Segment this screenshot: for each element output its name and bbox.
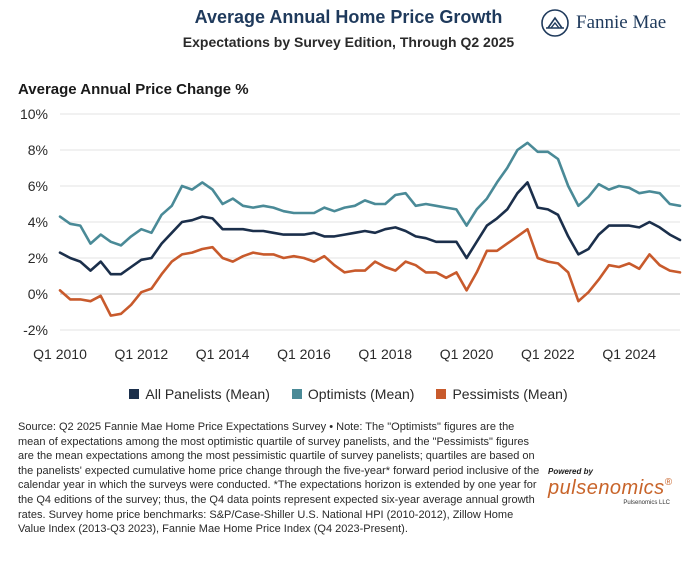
series-line-all-panelists [58, 181, 682, 276]
y-tick-label: 4% [28, 214, 48, 230]
legend-item-pessimists: Pessimists (Mean) [436, 386, 568, 402]
pulsenomics-wordmark-text: pulsenomics [548, 477, 665, 499]
pulsenomics-company: Pulsenomics LLC [623, 500, 670, 506]
legend-label-optimists: Optimists (Mean) [307, 386, 415, 402]
x-tick-label: Q1 2020 [440, 346, 494, 362]
y-tick-label: 2% [28, 250, 48, 266]
y-tick-label: 8% [28, 142, 48, 158]
legend-swatch-all-panelists [129, 389, 140, 399]
chart-legend: All Panelists (Mean) Optimists (Mean) Pe… [0, 386, 697, 402]
powered-by-label: Powered by [548, 467, 593, 476]
x-tick-label: Q1 2010 [33, 346, 87, 362]
legend-item-optimists: Optimists (Mean) [291, 386, 415, 402]
y-tick-label: -2% [23, 322, 48, 338]
legend-swatch-optimists [291, 389, 302, 399]
legend-label-pessimists: Pessimists (Mean) [452, 386, 568, 402]
x-tick-label: Q1 2024 [602, 346, 656, 362]
x-tick-label: Q1 2016 [277, 346, 331, 362]
y-tick-label: 10% [20, 106, 48, 122]
brand-name: Fannie Mae [576, 12, 667, 33]
line-chart: -2% 0% 2% 4% 6% 8% 10% Q1 2010 Q1 2012 Q1 2014 Q1 … [20, 106, 682, 362]
pulsenomics-logo: Powered by pulsenomics® Pulsenomics LLC [548, 467, 678, 506]
series-line-optimists [58, 141, 682, 247]
chart-subtitle: Expectations by Survey Edition, Through … [182, 34, 515, 50]
y-tick-label: 6% [28, 178, 48, 194]
pulsenomics-wordmark: pulsenomics® [548, 477, 678, 500]
legend-swatch-pessimists [436, 389, 447, 399]
x-tick-label: Q1 2012 [114, 346, 168, 362]
chart-title: Average Annual Home Price Growth [194, 7, 503, 27]
registered-mark-icon: ® [664, 477, 673, 488]
x-tick-label: Q1 2018 [358, 346, 412, 362]
fannie-mae-logo: Fannie Mae [540, 8, 690, 38]
x-tick-label: Q1 2014 [196, 346, 250, 362]
series-line-pessimists [58, 227, 682, 317]
x-tick-label: Q1 2022 [521, 346, 575, 362]
legend-item-all-panelists: All Panelists (Mean) [129, 386, 270, 402]
source-footnote: Source: Q2 2025 Fannie Mae Home Price Ex… [18, 421, 540, 536]
y-tick-label: 0% [28, 286, 48, 302]
fannie-mae-emblem-icon [541, 9, 569, 37]
legend-label-all-panelists: All Panelists (Mean) [145, 386, 270, 402]
y-axis-title: Average Annual Price Change % [18, 81, 249, 98]
